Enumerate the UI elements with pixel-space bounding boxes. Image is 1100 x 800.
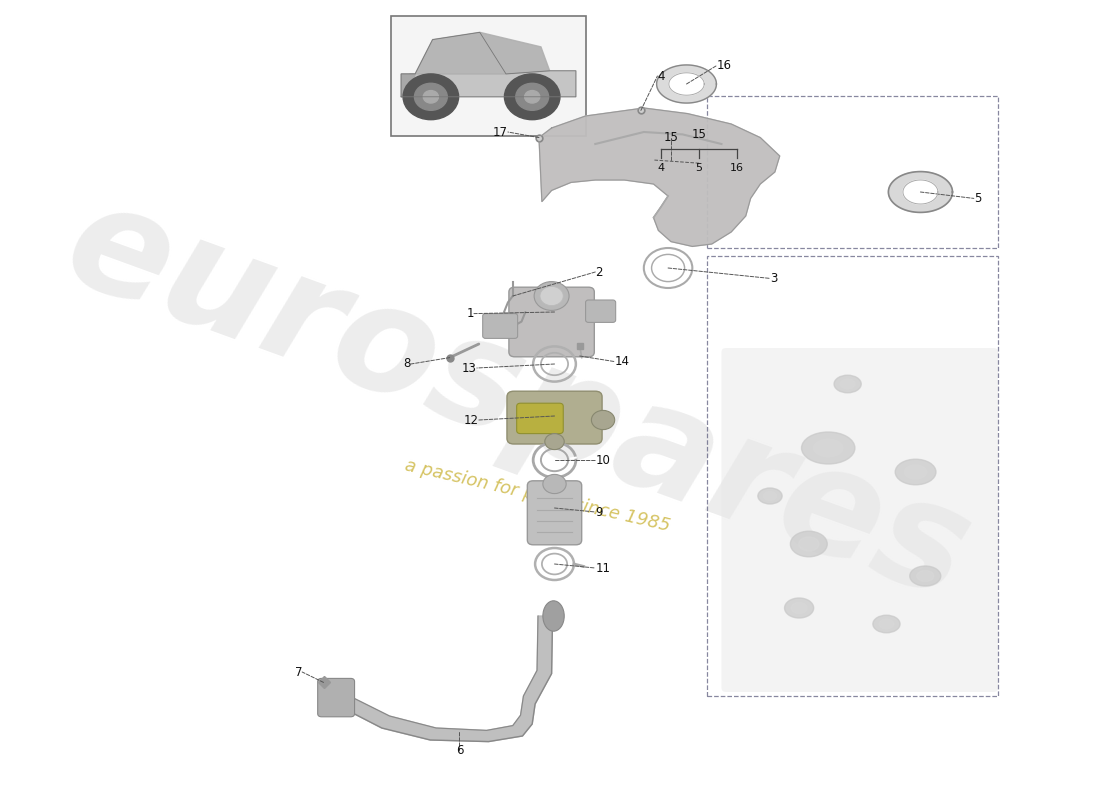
Ellipse shape: [916, 570, 934, 582]
Ellipse shape: [904, 465, 927, 479]
Ellipse shape: [791, 602, 807, 614]
Polygon shape: [539, 108, 780, 246]
Polygon shape: [402, 71, 576, 97]
Ellipse shape: [814, 439, 843, 457]
Bar: [392, 16, 585, 136]
Ellipse shape: [840, 379, 855, 389]
FancyBboxPatch shape: [318, 678, 354, 717]
Ellipse shape: [879, 619, 894, 629]
Text: 4: 4: [658, 163, 664, 174]
Circle shape: [592, 410, 615, 430]
Circle shape: [544, 434, 564, 450]
Ellipse shape: [758, 488, 782, 504]
Polygon shape: [903, 180, 938, 204]
Polygon shape: [402, 74, 415, 97]
Ellipse shape: [873, 615, 900, 633]
Text: 11: 11: [595, 562, 610, 574]
Polygon shape: [889, 172, 953, 212]
Text: 1: 1: [466, 307, 474, 320]
Circle shape: [505, 74, 560, 120]
Polygon shape: [657, 65, 716, 103]
Text: 9: 9: [595, 506, 603, 518]
Ellipse shape: [543, 601, 564, 631]
FancyBboxPatch shape: [722, 348, 998, 692]
Text: 8: 8: [404, 358, 411, 370]
Text: 5: 5: [695, 163, 703, 174]
Polygon shape: [669, 73, 704, 95]
Polygon shape: [343, 616, 552, 742]
Text: 16: 16: [730, 163, 744, 174]
Ellipse shape: [802, 432, 855, 464]
Text: 6: 6: [455, 744, 463, 757]
Text: 17: 17: [493, 126, 508, 138]
Text: 14: 14: [615, 355, 629, 368]
Text: 2: 2: [595, 266, 603, 278]
Ellipse shape: [763, 491, 777, 501]
Text: 16: 16: [716, 59, 732, 72]
Text: 5: 5: [974, 192, 981, 205]
Ellipse shape: [895, 459, 936, 485]
Text: 3: 3: [770, 272, 778, 285]
Text: 4: 4: [658, 70, 664, 82]
Bar: [707, 96, 998, 248]
Ellipse shape: [791, 531, 827, 557]
Text: 10: 10: [595, 454, 610, 466]
Text: a passion for parts since 1985: a passion for parts since 1985: [403, 457, 671, 535]
Circle shape: [525, 90, 540, 103]
FancyBboxPatch shape: [517, 403, 563, 434]
Circle shape: [415, 83, 448, 110]
Text: eurospares: eurospares: [47, 170, 988, 630]
FancyBboxPatch shape: [509, 287, 594, 357]
Circle shape: [543, 474, 566, 494]
FancyBboxPatch shape: [483, 314, 518, 338]
Circle shape: [540, 286, 563, 306]
Text: 12: 12: [464, 414, 478, 426]
Circle shape: [535, 282, 569, 310]
Ellipse shape: [910, 566, 940, 586]
Circle shape: [403, 74, 459, 120]
Text: 15: 15: [692, 128, 706, 141]
Ellipse shape: [834, 375, 861, 393]
Ellipse shape: [784, 598, 814, 618]
Bar: [707, 256, 998, 696]
Circle shape: [424, 90, 439, 103]
Polygon shape: [410, 32, 550, 74]
Ellipse shape: [799, 537, 820, 551]
Text: 13: 13: [462, 362, 477, 374]
FancyBboxPatch shape: [585, 300, 616, 322]
Text: 7: 7: [295, 666, 302, 678]
Text: 15: 15: [663, 131, 679, 144]
Circle shape: [516, 83, 549, 110]
FancyBboxPatch shape: [527, 481, 582, 545]
FancyBboxPatch shape: [507, 391, 602, 444]
